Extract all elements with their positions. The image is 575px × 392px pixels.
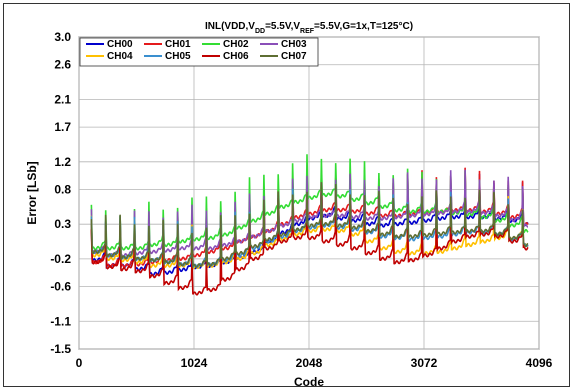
chart-title-part: DD	[255, 28, 265, 35]
chart-title-part: INL(VDD,V	[205, 21, 255, 32]
chart-title-part: =5.5V,V	[265, 21, 300, 32]
legend: CH00 CH01 CH02 CH03 CH04 CH05 CH06 CH07	[79, 37, 319, 67]
chart-title-part: REF	[300, 28, 315, 35]
y-tick-labels: 3.0 2.6 2.1 1.7 1.2 0.8 0.3 -0.2 -0.6 -1.1 -1.5	[50, 30, 71, 356]
legend-label: CH00	[107, 39, 133, 50]
x-tick-labels: 0 1024 2048 3072 4096	[76, 356, 553, 370]
y-tick-label: 0.3	[54, 217, 71, 231]
y-tick-label: 2.1	[54, 92, 71, 106]
y-tick-label: 1.2	[54, 155, 71, 169]
y-tick-label: 2.6	[54, 58, 71, 72]
inl-chart: 3.0 2.6 2.1 1.7 1.2 0.8 0.3 -0.2 -0.6 -1.1 -1.5 0 1…	[25, 21, 553, 388]
legend-label: CH06	[223, 51, 249, 62]
x-tick-label: 2048	[296, 356, 323, 370]
y-tick-label: -1.5	[50, 342, 71, 356]
legend-label: CH02	[223, 39, 249, 50]
y-tick-label: -0.2	[50, 252, 71, 266]
y-tick-label: 1.7	[54, 120, 71, 134]
chart-frame: 3.0 2.6 2.1 1.7 1.2 0.8 0.3 -0.2 -0.6 -1.1 -1.5 0 1…	[3, 3, 570, 388]
series-line-ch07	[90, 182, 529, 269]
series-lines	[90, 154, 529, 296]
legend-label: CH05	[165, 51, 191, 62]
y-tick-label: 0.8	[54, 183, 71, 197]
x-axis-label: Code	[294, 375, 324, 388]
y-tick-label: -1.1	[50, 314, 71, 328]
x-tick-label: 0	[76, 356, 83, 370]
x-tick-label: 3072	[411, 356, 438, 370]
legend-label: CH01	[165, 39, 191, 50]
legend-box	[79, 37, 319, 67]
chart-title-part: =5.5V,G=1x,T=125°C)	[314, 21, 413, 32]
y-tick-label: -0.6	[50, 280, 71, 294]
chart-title: INL(VDD,VDD=5.5V,VREF=5.5V,G=1x,T=125°C)	[205, 21, 413, 35]
y-tick-label: 3.0	[54, 30, 71, 44]
x-tick-label: 4096	[526, 356, 553, 370]
y-axis-label: Error [LSb]	[25, 161, 39, 224]
legend-label: CH07	[281, 51, 307, 62]
series-line-ch06	[90, 192, 529, 296]
legend-label: CH04	[107, 51, 133, 62]
legend-label: CH03	[281, 39, 307, 50]
x-tick-label: 1024	[181, 356, 208, 370]
